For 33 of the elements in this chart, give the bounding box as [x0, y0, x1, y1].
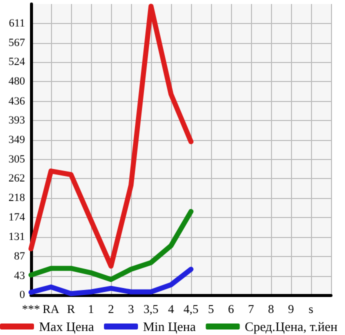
x-tick-label: R [66, 302, 76, 316]
y-tick-label: 131 [8, 230, 25, 243]
y-tick-label: 305 [8, 153, 26, 166]
y-tick-label: 0 [20, 289, 26, 301]
legend-label: Сред.Цена, т.йен [244, 319, 338, 334]
x-tick-label: 2 [108, 302, 114, 316]
y-tick-label: 480 [8, 76, 26, 88]
y-tick-label: 87 [14, 250, 26, 262]
legend-label: Min Цена [142, 319, 196, 334]
x-tick-label: 3,5 [144, 302, 158, 316]
x-tick-label: 5 [208, 302, 214, 316]
x-tick-label: 7 [248, 302, 254, 316]
x-tick-label: 4 [168, 302, 174, 316]
x-tick-label: 9 [288, 302, 294, 316]
y-tick-label: 611 [8, 18, 25, 30]
x-tick-label: RA [42, 302, 60, 316]
x-tick-label: *** [22, 302, 40, 316]
y-tick-label: 262 [8, 172, 25, 185]
y-tick-label: 436 [8, 95, 26, 108]
x-tick-label: 4,5 [184, 302, 198, 316]
x-tick-label: 6 [228, 302, 234, 316]
x-tick-label: 8 [268, 302, 274, 316]
legend-label: Max Цена [39, 319, 94, 334]
y-tick-label: 349 [8, 134, 26, 146]
y-tick-label: 567 [8, 37, 26, 50]
x-tick-label: 1 [88, 302, 94, 316]
y-tick-label: 43 [14, 270, 26, 282]
x-tick-label: 3 [128, 302, 134, 316]
y-tick-label: 524 [8, 56, 26, 68]
x-tick-label: s [308, 302, 314, 316]
y-tick-label: 174 [8, 212, 26, 224]
y-tick-label: 218 [8, 192, 26, 204]
y-tick-label: 393 [8, 114, 26, 126]
